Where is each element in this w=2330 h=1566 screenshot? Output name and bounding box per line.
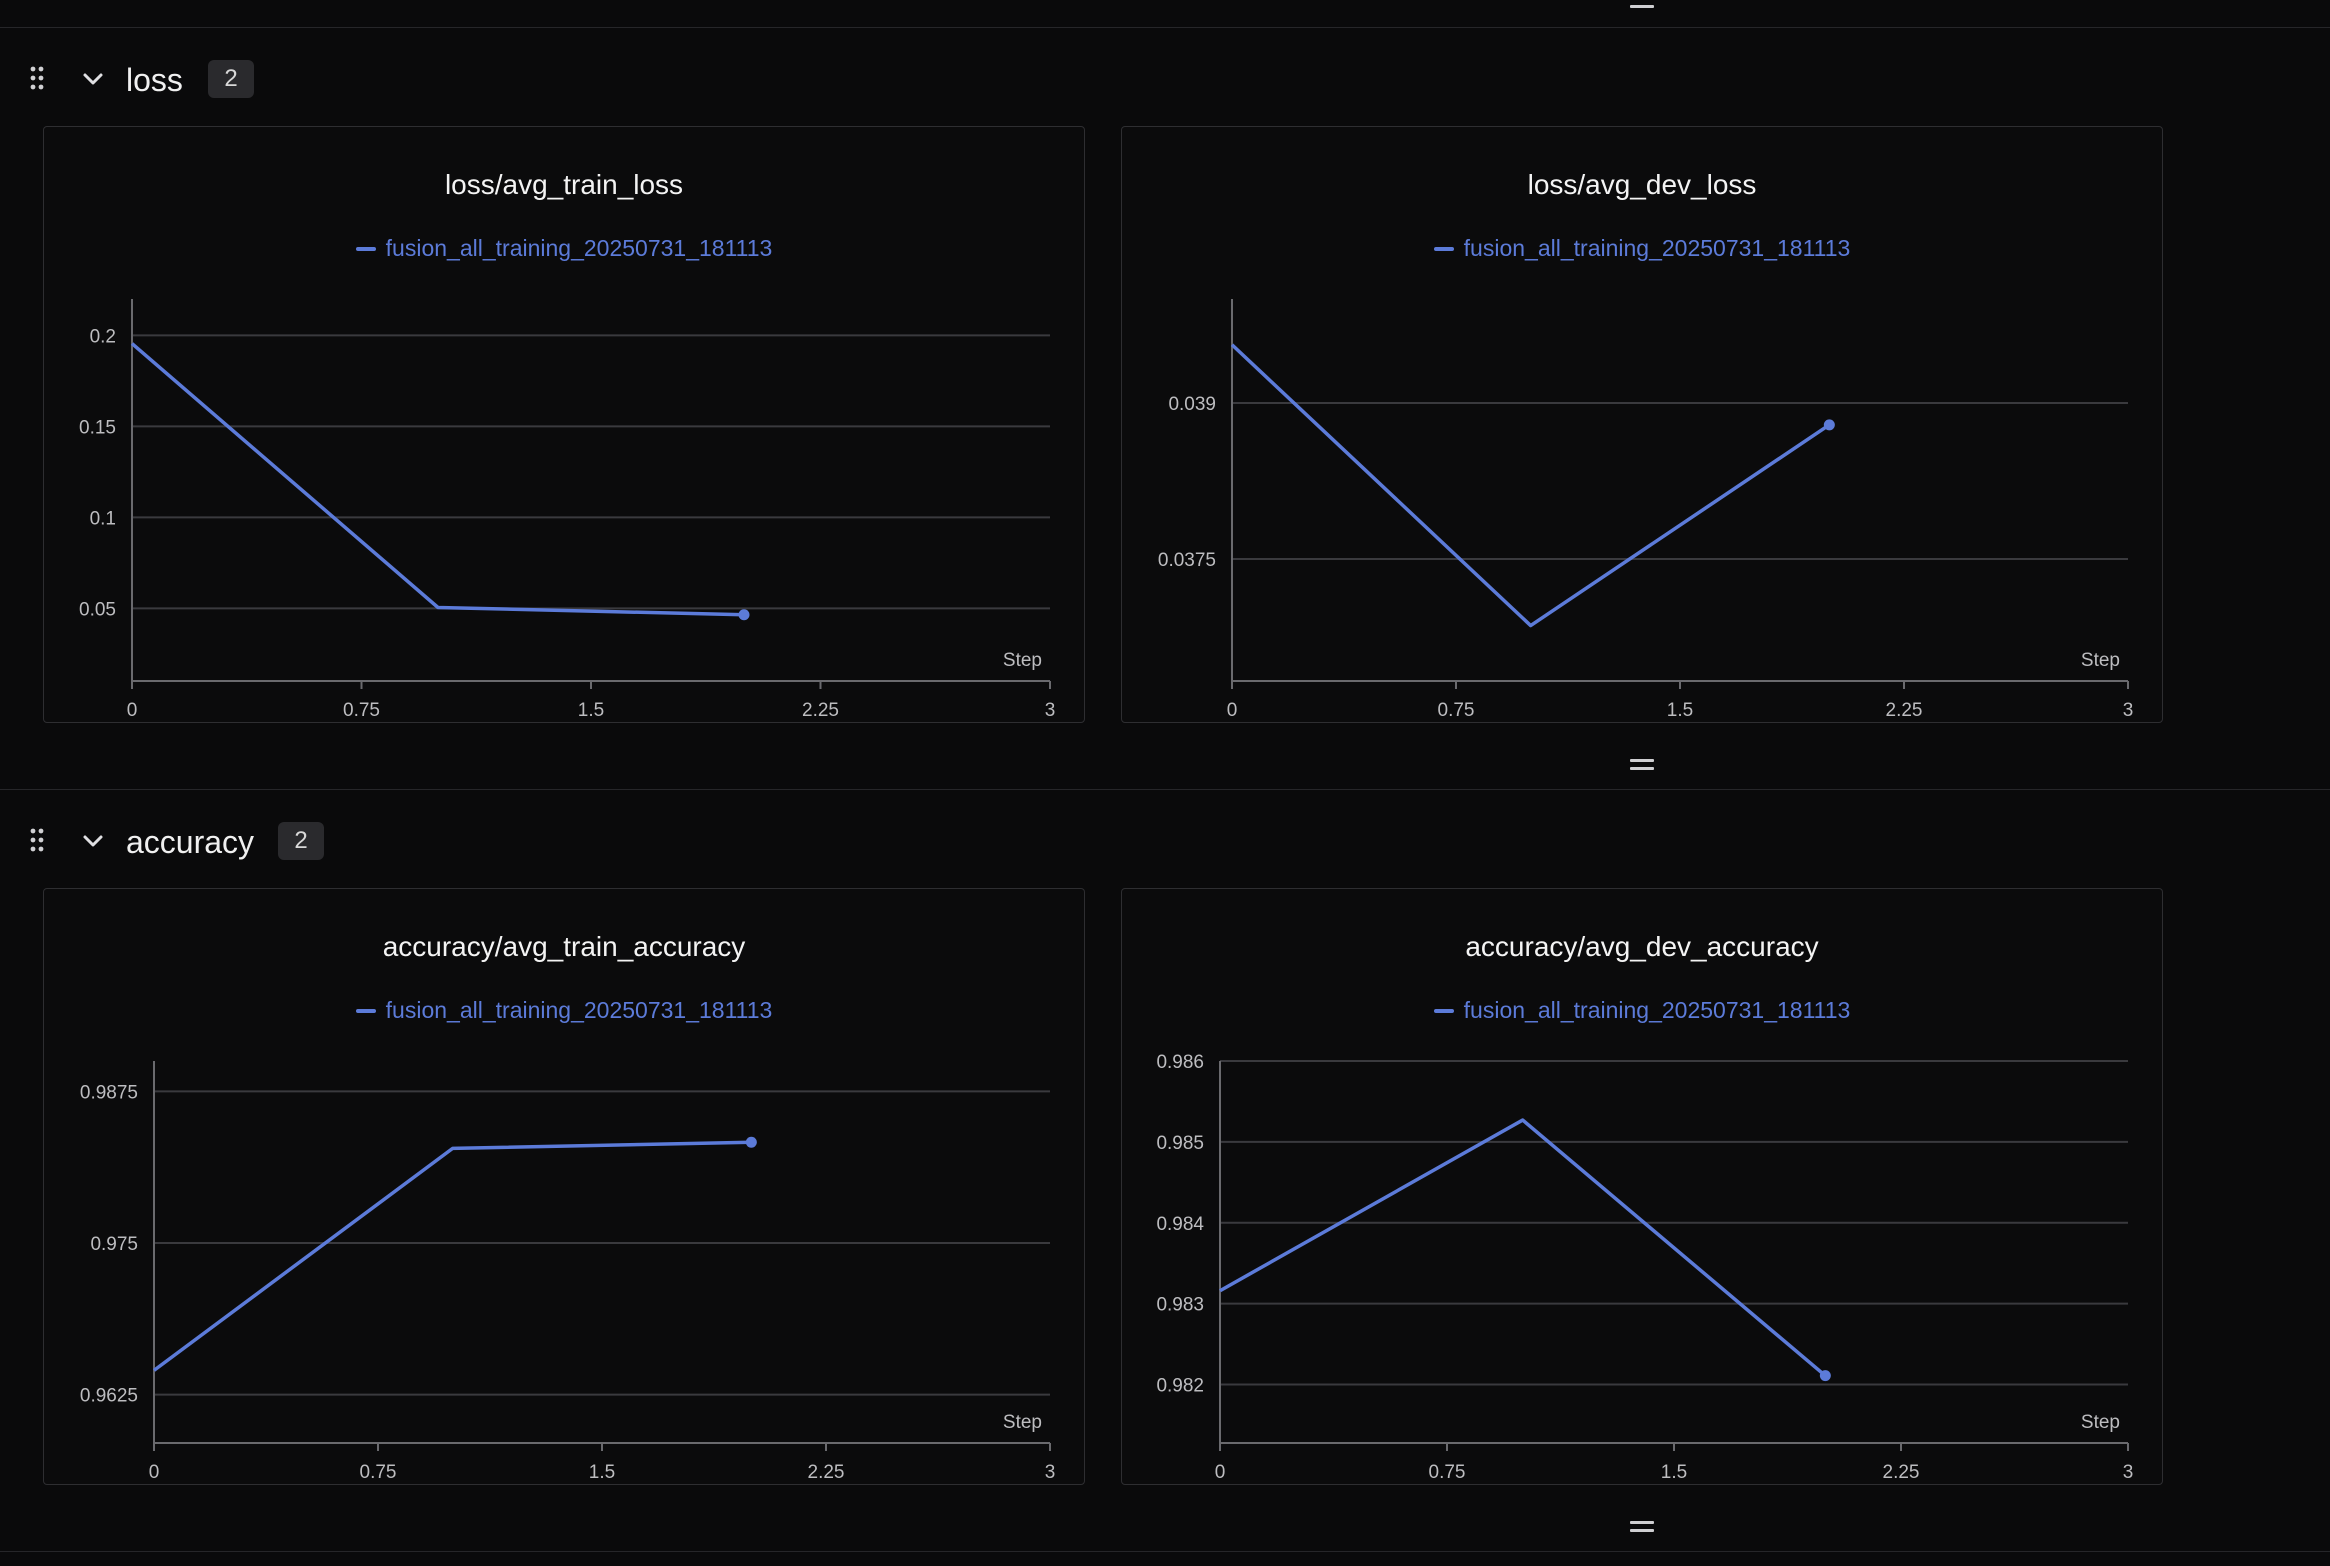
x-tick-label: 3: [1045, 1462, 1056, 1483]
legend-series-name: fusion_all_training_20250731_181113: [385, 235, 773, 261]
x-tick-label: 1.5: [578, 700, 604, 721]
x-tick-label: 0.75: [360, 1462, 397, 1483]
section-divider: [0, 27, 2330, 28]
series-line: [130, 342, 745, 617]
x-axis-label: Step: [2081, 650, 2120, 671]
x-axis-label: Step: [2081, 1412, 2120, 1433]
series-line: [1219, 1118, 1827, 1377]
x-tick-label: 2.25: [808, 1462, 845, 1483]
chart-plot[interactable]: 0.2 0.15 0.1 0.05 0 0.75 1.5 2.25 3 Step: [44, 127, 1086, 724]
x-tick-label: 1.5: [1661, 1462, 1687, 1483]
x-tick-label: 2.25: [1886, 700, 1923, 721]
legend[interactable]: fusion_all_training_20250731_181113: [44, 997, 1084, 1024]
section-resize-handle[interactable]: [1630, 756, 1654, 772]
chart-count-badge: 2: [208, 60, 254, 98]
chart-count-badge: 2: [278, 822, 324, 860]
y-tick-label: 0.15: [79, 417, 116, 438]
x-axis-label: Step: [1003, 1412, 1042, 1433]
x-tick-label: 0: [127, 700, 138, 721]
y-tick-label: 0.975: [90, 1234, 138, 1255]
y-tick-label: 0.9875: [80, 1082, 138, 1103]
y-tick-label: 0.9625: [80, 1386, 138, 1407]
x-tick-label: 3: [1045, 700, 1056, 721]
legend[interactable]: fusion_all_training_20250731_181113: [44, 235, 1084, 262]
chart-panel-avg-train-loss: loss/avg_train_loss fusion_all_training_…: [43, 126, 1085, 723]
legend[interactable]: fusion_all_training_20250731_181113: [1122, 235, 2162, 262]
legend-swatch: [1433, 246, 1454, 251]
series-end-point: [745, 1136, 757, 1148]
y-tick-label: 0.983: [1156, 1295, 1204, 1316]
y-tick-label: 0.039: [1168, 394, 1216, 415]
x-tick-label: 0: [149, 1462, 160, 1483]
series-end-point: [1819, 1370, 1831, 1382]
section-divider: [0, 1551, 2330, 1552]
y-tick-label: 0.1: [90, 508, 116, 529]
series-end-point: [738, 609, 750, 621]
section-header-loss: loss 2: [0, 50, 2330, 110]
y-tick-label: 0.0375: [1158, 550, 1216, 571]
legend-swatch: [1433, 1008, 1454, 1013]
y-tick-label: 0.982: [1156, 1376, 1204, 1397]
legend-swatch: [355, 246, 376, 251]
drag-handle-icon[interactable]: [30, 828, 44, 852]
x-tick-label: 2.25: [1883, 1462, 1920, 1483]
series-line: [152, 1140, 752, 1372]
x-axis-label: Step: [1003, 650, 1042, 671]
chart-title: loss/avg_dev_loss: [1527, 169, 1757, 200]
x-tick-label: 0: [1215, 1462, 1226, 1483]
x-tick-label: 1.5: [589, 1462, 615, 1483]
legend-series-name: fusion_all_training_20250731_181113: [1463, 997, 1851, 1023]
section-title[interactable]: loss: [126, 62, 183, 98]
drag-handle-icon[interactable]: [30, 66, 44, 90]
chart-plot[interactable]: 0.9875 0.975 0.9625 0 0.75 1.5 2.25 3 Step: [44, 889, 1086, 1486]
chevron-down-icon[interactable]: [80, 828, 106, 854]
chart-panel-avg-dev-loss: loss/avg_dev_loss fusion_all_training_20…: [1121, 126, 2163, 723]
section-title[interactable]: accuracy: [126, 824, 255, 860]
chart-plot[interactable]: 0.039 0.0375 0 0.75 1.5 2.25 3 Step: [1122, 127, 2164, 724]
legend-series-name: fusion_all_training_20250731_181113: [385, 997, 773, 1023]
chart-title: loss/avg_train_loss: [444, 169, 684, 200]
y-tick-label: 0.985: [1156, 1133, 1204, 1154]
series-end-point: [1823, 419, 1835, 431]
legend-series-name: fusion_all_training_20250731_181113: [1463, 235, 1851, 261]
section-resize-handle[interactable]: [1630, 1518, 1654, 1534]
x-tick-label: 2.25: [802, 700, 839, 721]
x-tick-label: 3: [2123, 1462, 2134, 1483]
x-tick-label: 0.75: [1438, 700, 1475, 721]
y-tick-label: 0.986: [1156, 1052, 1204, 1073]
series-line: [1230, 343, 1831, 628]
x-tick-label: 3: [2123, 700, 2134, 721]
section-header-accuracy: accuracy 2: [0, 812, 2330, 872]
chart-plot[interactable]: 0.986 0.985 0.984 0.983 0.982 0 0.75 1.5 2.25 3 St…: [1122, 889, 2164, 1486]
x-tick-label: 0.75: [1429, 1462, 1466, 1483]
x-tick-label: 0.75: [343, 700, 380, 721]
y-tick-label: 0.984: [1156, 1214, 1204, 1235]
legend-swatch: [355, 1008, 376, 1013]
chart-title: accuracy/avg_dev_accuracy: [1465, 931, 1819, 962]
section-divider: [0, 789, 2330, 790]
chart-title: accuracy/avg_train_accuracy: [382, 931, 746, 962]
x-tick-label: 0: [1227, 700, 1238, 721]
chart-panel-avg-train-accuracy: accuracy/avg_train_accuracy fusion_all_t…: [43, 888, 1085, 1485]
x-tick-label: 1.5: [1667, 700, 1693, 721]
top-resize-handle[interactable]: [1630, 0, 1654, 10]
chevron-down-icon[interactable]: [80, 66, 106, 92]
legend[interactable]: fusion_all_training_20250731_181113: [1122, 997, 2162, 1024]
chart-panel-avg-dev-accuracy: accuracy/avg_dev_accuracy fusion_all_tra…: [1121, 888, 2163, 1485]
y-tick-label: 0.05: [79, 599, 116, 620]
y-tick-label: 0.2: [90, 326, 116, 347]
